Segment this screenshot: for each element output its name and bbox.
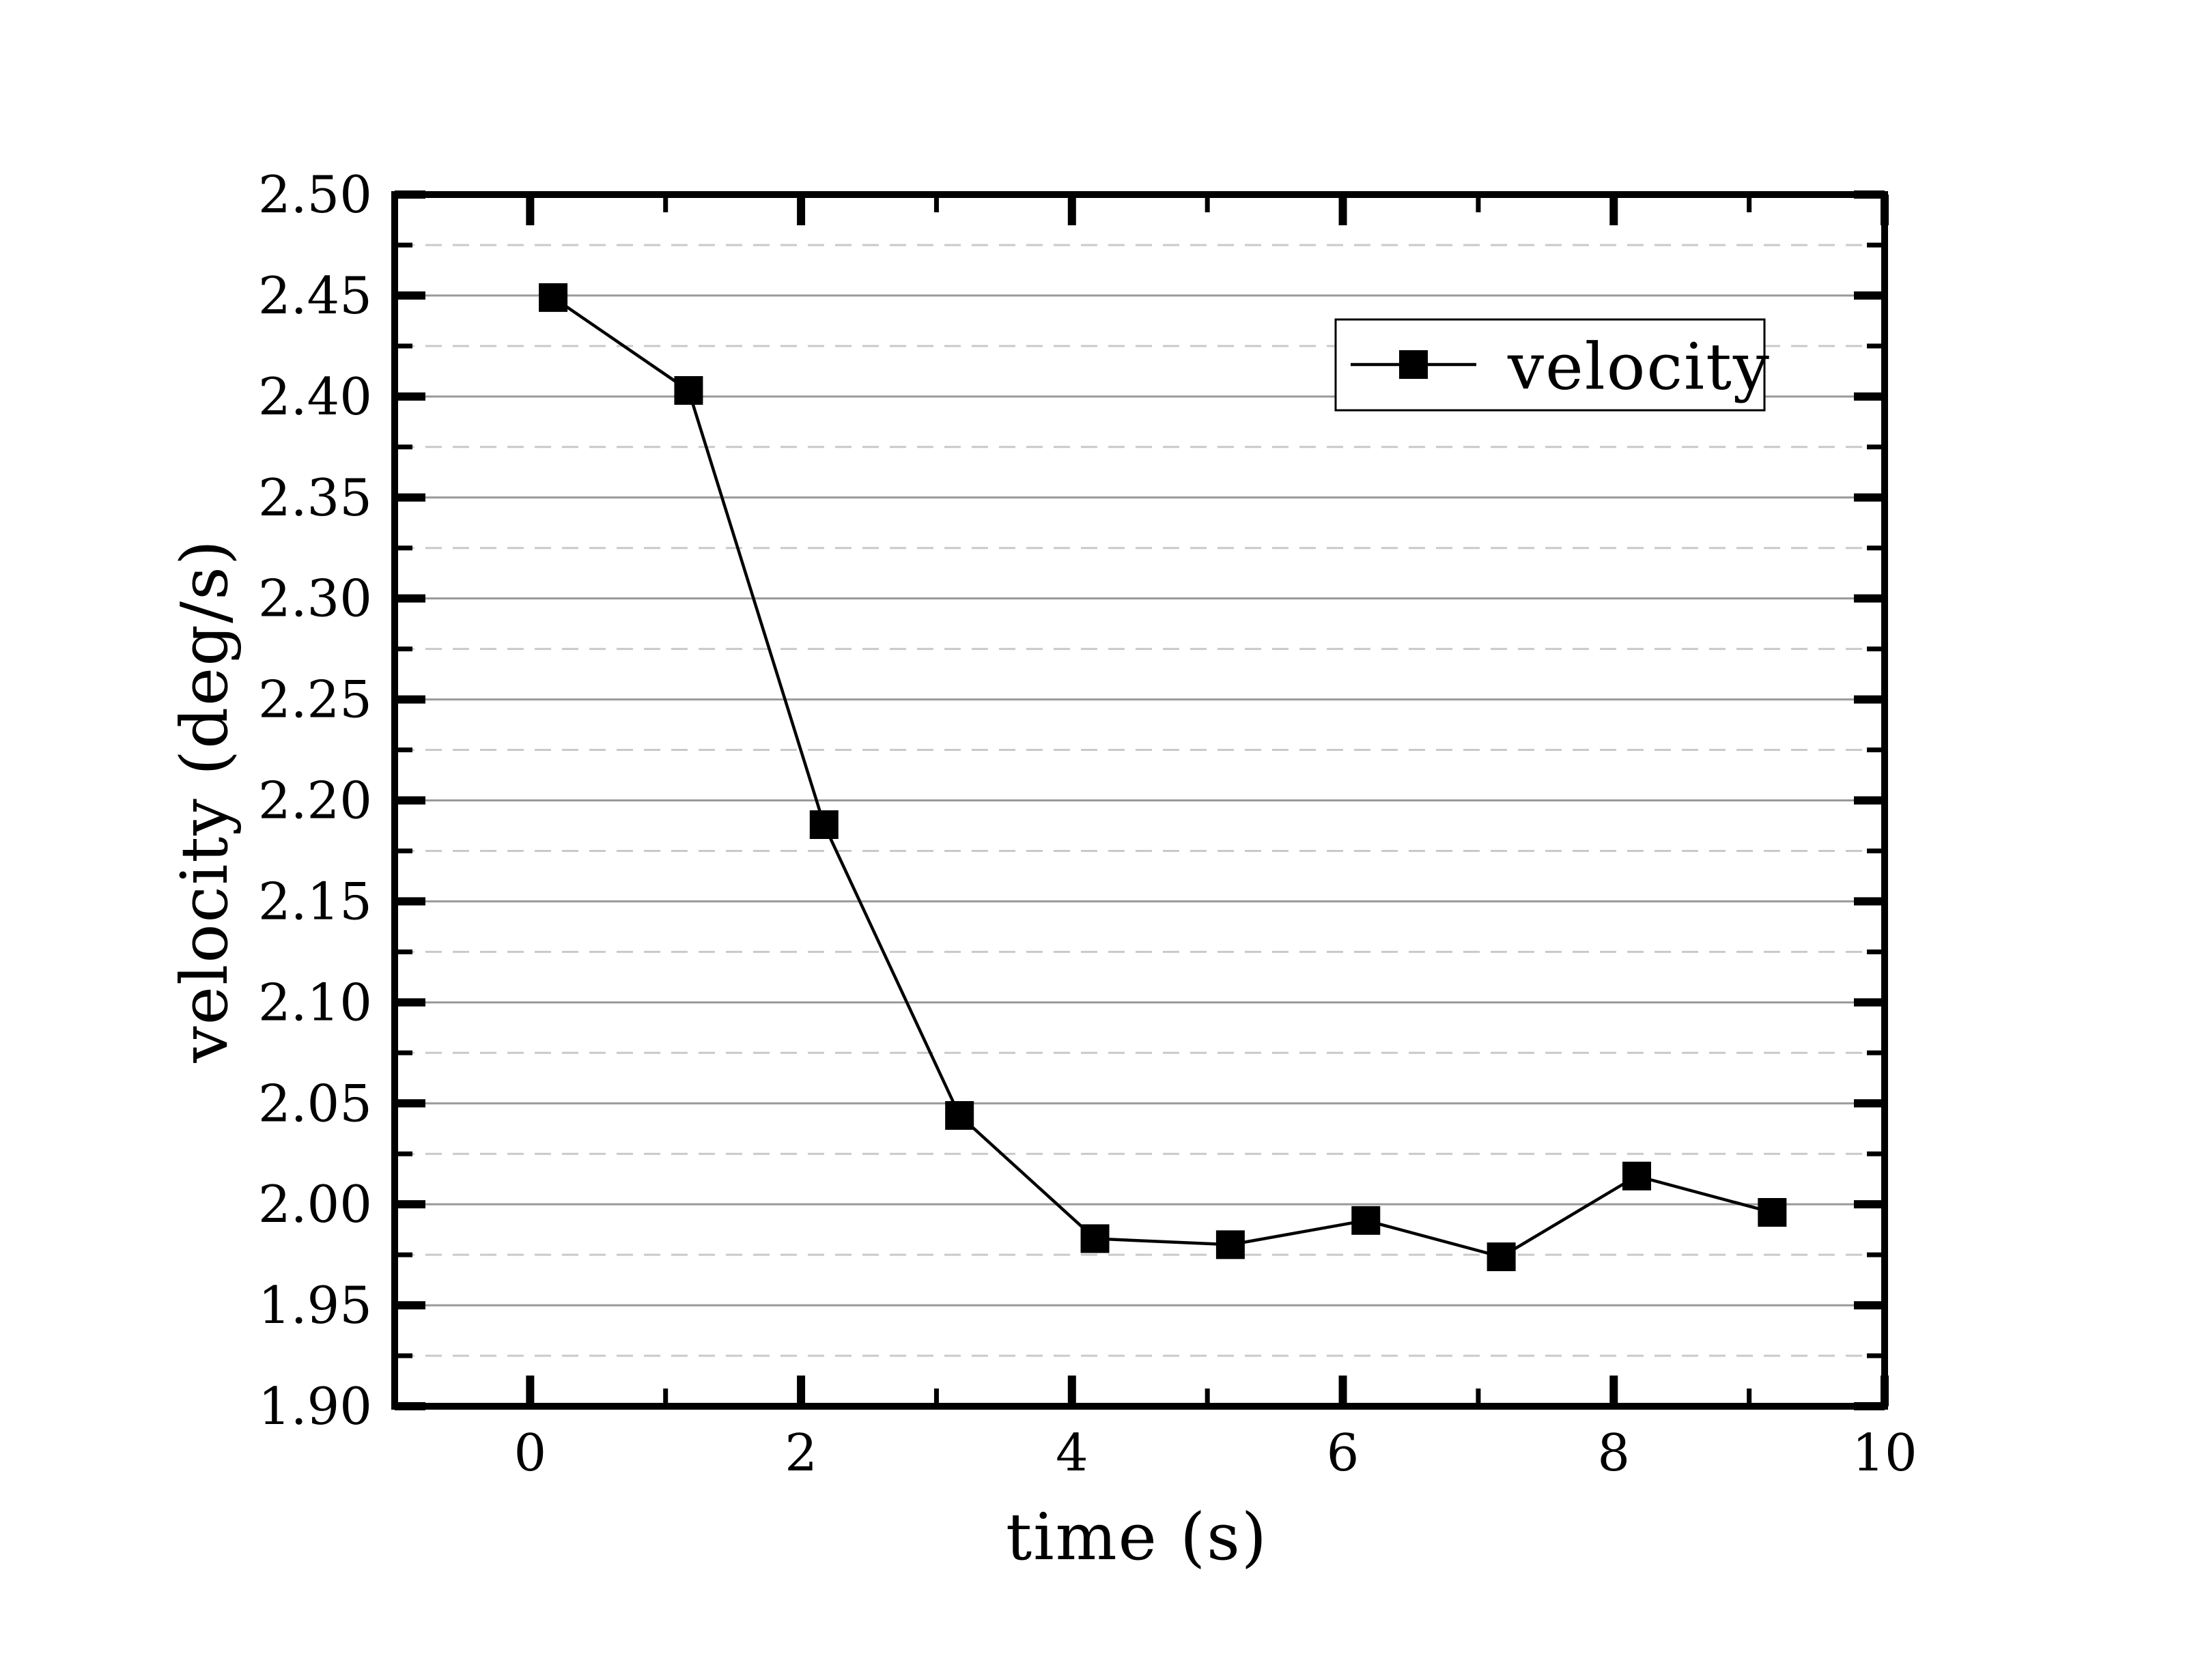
data-point-marker	[1487, 1242, 1516, 1272]
data-point-marker	[539, 283, 568, 312]
data-point-marker	[1622, 1161, 1651, 1191]
x-tick-label: 6	[1327, 1423, 1360, 1483]
data-point-marker	[1215, 1230, 1245, 1259]
data-point-marker	[1080, 1224, 1110, 1253]
data-series-line	[552, 296, 1773, 1259]
data-point-marker	[945, 1101, 974, 1130]
legend-sample-marker	[1399, 350, 1428, 379]
y-tick-label: 2.30	[258, 569, 372, 629]
data-point-marker	[674, 375, 703, 405]
y-tick-label: 2.00	[258, 1174, 372, 1234]
x-axis-title: time (s)	[1006, 1500, 1268, 1575]
y-tick-label: 1.90	[258, 1376, 372, 1436]
y-axis-title: velocity (deg/s)	[167, 539, 242, 1063]
x-tick-label: 2	[785, 1423, 817, 1483]
x-tick-label: 10	[1852, 1423, 1917, 1483]
y-tick-label: 2.10	[258, 972, 372, 1032]
y-tick-label: 2.50	[258, 165, 372, 225]
y-tick-label: 2.40	[258, 367, 372, 427]
x-tick-label: 8	[1597, 1423, 1630, 1483]
y-tick-label: 2.35	[258, 468, 372, 528]
y-tick-label: 1.95	[258, 1275, 372, 1335]
y-tick-label: 2.20	[258, 771, 372, 831]
data-point-marker	[1351, 1206, 1381, 1235]
x-tick-label: 4	[1056, 1423, 1088, 1483]
legend-label: velocity	[1508, 330, 1771, 405]
y-tick-label: 2.05	[258, 1073, 372, 1133]
y-tick-label: 2.45	[258, 266, 372, 326]
y-tick-label: 2.15	[258, 871, 372, 931]
x-tick-label: 0	[514, 1423, 547, 1483]
data-point-marker	[809, 810, 839, 839]
y-tick-label: 2.25	[258, 670, 372, 730]
data-point-marker	[1758, 1198, 1787, 1227]
